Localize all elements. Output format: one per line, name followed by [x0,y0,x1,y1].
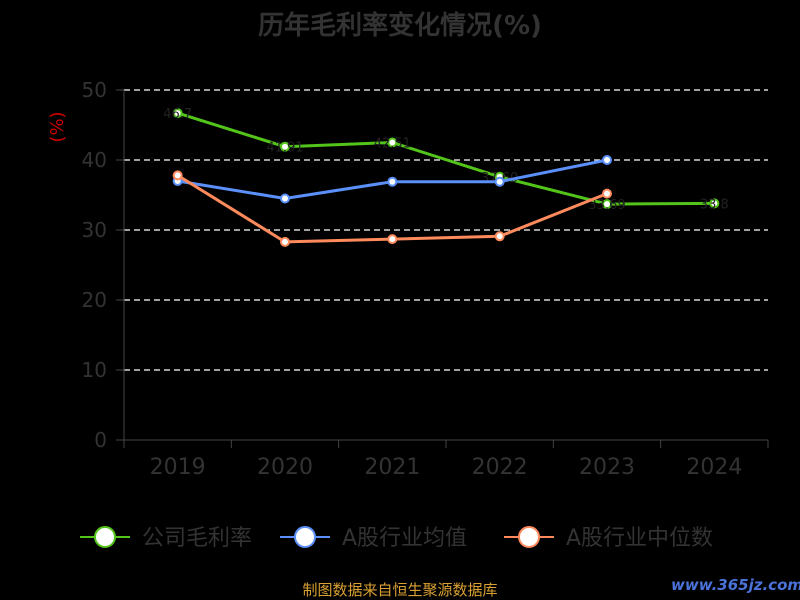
x-tick-label: 2021 [364,455,420,480]
legend-label: A股行业均值 [342,526,467,551]
y-tick-label: 0 [94,428,107,452]
data-label: 33.8 [700,197,729,212]
data-point [494,176,505,187]
legend-item-0[interactable]: 公司毛利率 [80,526,252,551]
x-tick-labels: 2019 2020 2021 2022 2023 2024 [150,455,743,480]
data-point [172,170,183,181]
x-tick-label: 2020 [257,455,313,480]
y-axis-label: (%) [47,111,68,142]
legend-marker [294,526,316,548]
legend-item-2[interactable]: A股行业中位数 [504,526,713,551]
data-label: 41.91 [266,141,303,156]
chart-title: 历年毛利率变化情况(%) [258,10,542,41]
x-tick-label: 2019 [150,455,206,480]
data-point [280,193,290,204]
y-tick-label: 30 [82,218,107,242]
legend-label: 公司毛利率 [142,526,252,551]
x-tick-label: 2023 [579,455,635,480]
data-point [602,188,612,199]
data-point [387,137,398,148]
gridlines [124,89,768,371]
series-2 [172,170,612,247]
y-tick-label: 50 [82,78,107,102]
y-tick-label: 40 [82,148,107,172]
data-point [709,198,720,209]
y-tick-label: 10 [82,358,107,382]
data-point [494,231,505,242]
data-label: 46.7 [163,107,192,122]
data-point [280,141,290,152]
legend-label: A股行业中位数 [566,526,713,551]
x-tick-label: 2024 [686,455,742,480]
data-point [172,108,183,119]
y-tick-labels: 0 10 20 30 40 50 [82,78,107,452]
data-label: 42.51 [374,137,411,152]
legend-item-1[interactable]: A股行业均值 [280,526,467,551]
series-line [177,111,715,206]
legend[interactable]: 公司毛利率 A股行业均值 A股行业中位数 [80,526,713,551]
data-point [387,176,398,187]
legend-marker [94,526,116,548]
source-note: 制图数据来自恒生聚源数据库 [302,581,497,599]
data-label: 33.69 [588,198,625,213]
series-1 [172,155,612,204]
x-tick-label: 2022 [472,455,528,480]
data-point [602,199,612,210]
legend-marker [518,526,540,548]
y-tick-label: 20 [82,288,107,312]
watermark: www.365jz.com [671,576,800,594]
axes [116,89,769,448]
data-point [387,234,398,245]
data-point [280,236,290,247]
data-point [602,155,612,165]
